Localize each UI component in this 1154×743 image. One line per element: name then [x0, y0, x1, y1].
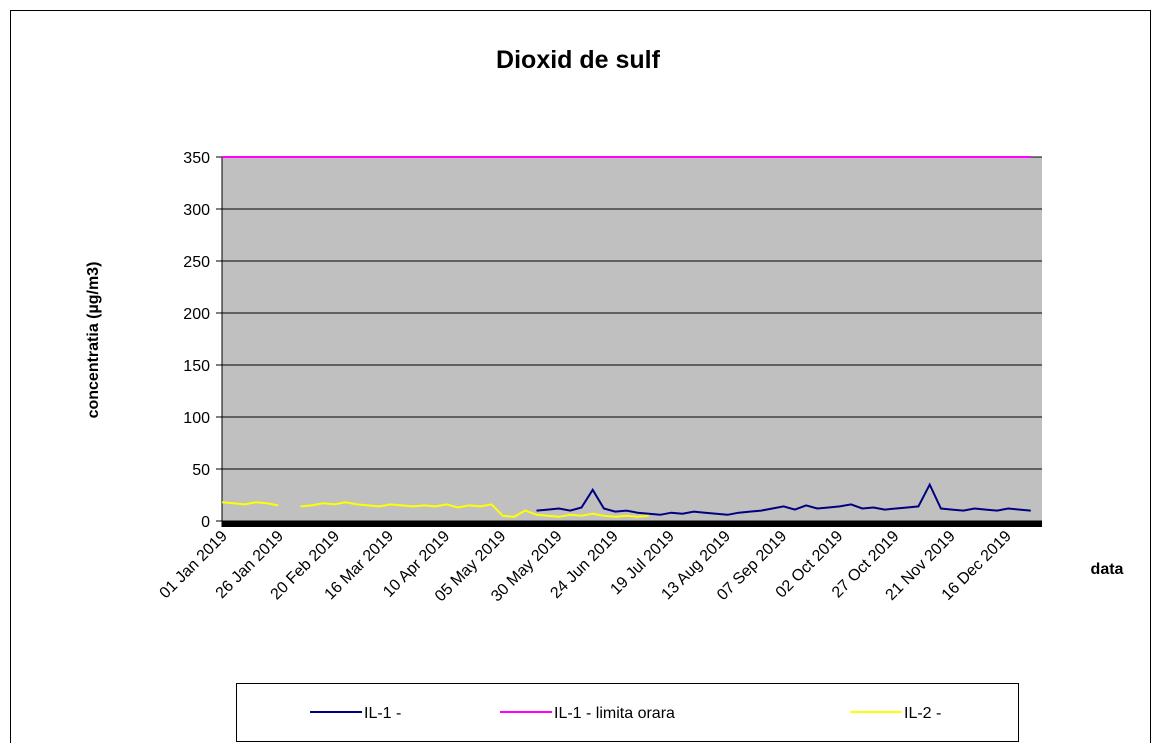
- series-line: [221, 501, 649, 518]
- chart-title: Dioxid de sulf: [496, 46, 661, 74]
- y-tick-label: 100: [183, 410, 210, 427]
- x-axis-label: data: [1091, 561, 1124, 578]
- y-axis-label: concentratia (µg/m3): [85, 262, 102, 419]
- y-tick-label: 150: [183, 358, 210, 375]
- legend-label: IL-1 - limita orara: [554, 705, 675, 722]
- y-tick-label: 0: [201, 514, 210, 531]
- y-tick-label: 250: [183, 254, 210, 271]
- legend-label: IL-2 -: [904, 705, 941, 722]
- series-line: [536, 482, 1031, 516]
- y-tick-label: 50: [192, 462, 210, 479]
- y-tick-label: 350: [183, 150, 210, 167]
- legend-label: IL-1 -: [364, 705, 401, 722]
- plot-area: [222, 157, 1042, 521]
- y-tick-label: 200: [183, 306, 210, 323]
- y-tick-label: 300: [183, 202, 210, 219]
